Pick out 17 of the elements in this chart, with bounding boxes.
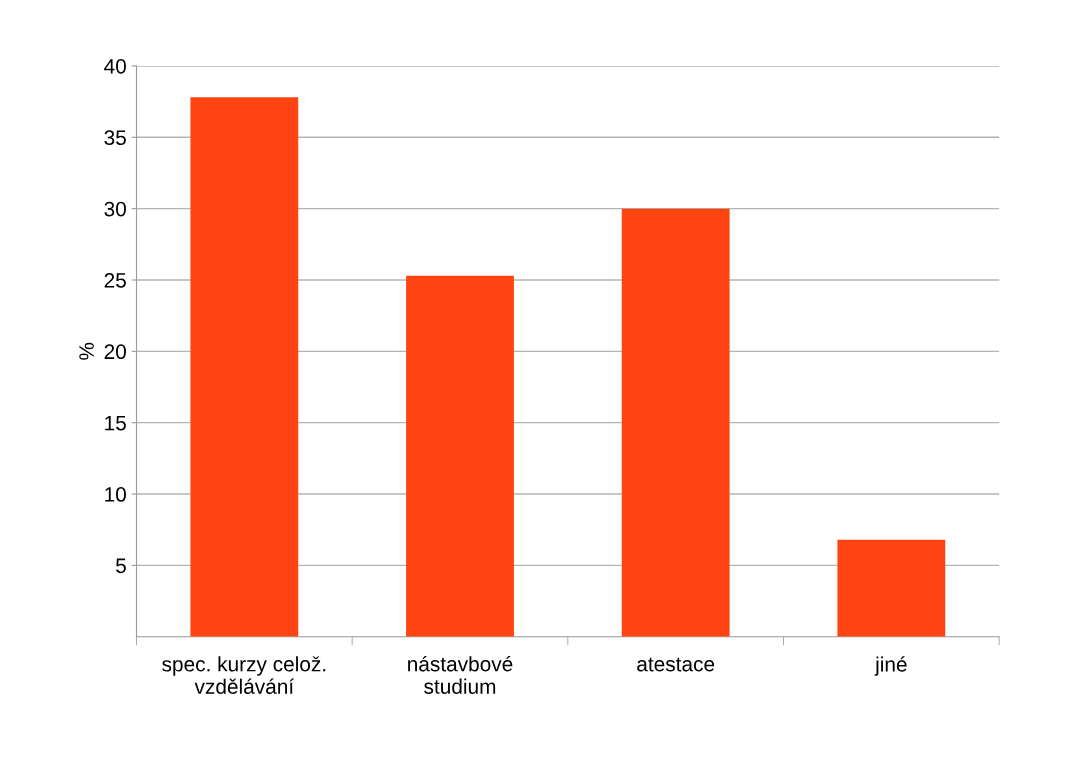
y-tick-label: 5 [116,558,126,574]
bar [406,275,514,637]
x-tick-label: spec. kurzy celož. vzdělávání [162,656,326,694]
x-tick-label: atestace [637,657,715,672]
y-tick-label: 15 [105,415,126,431]
y-tick-label: 40 [104,58,126,74]
x-tick-label: jiné [874,656,907,676]
bar [621,208,730,637]
y-tick-label: 20 [104,344,126,360]
y-tick-label: 25 [104,272,126,288]
bar [837,539,946,637]
y-tick-label: 10 [105,487,126,502]
x-tick-label: nástavbové studium [408,655,513,694]
bar [190,97,299,637]
y-tick-label: 35 [104,130,126,146]
y-tick-label: 30 [104,201,126,217]
y-axis-title: % [79,342,94,360]
